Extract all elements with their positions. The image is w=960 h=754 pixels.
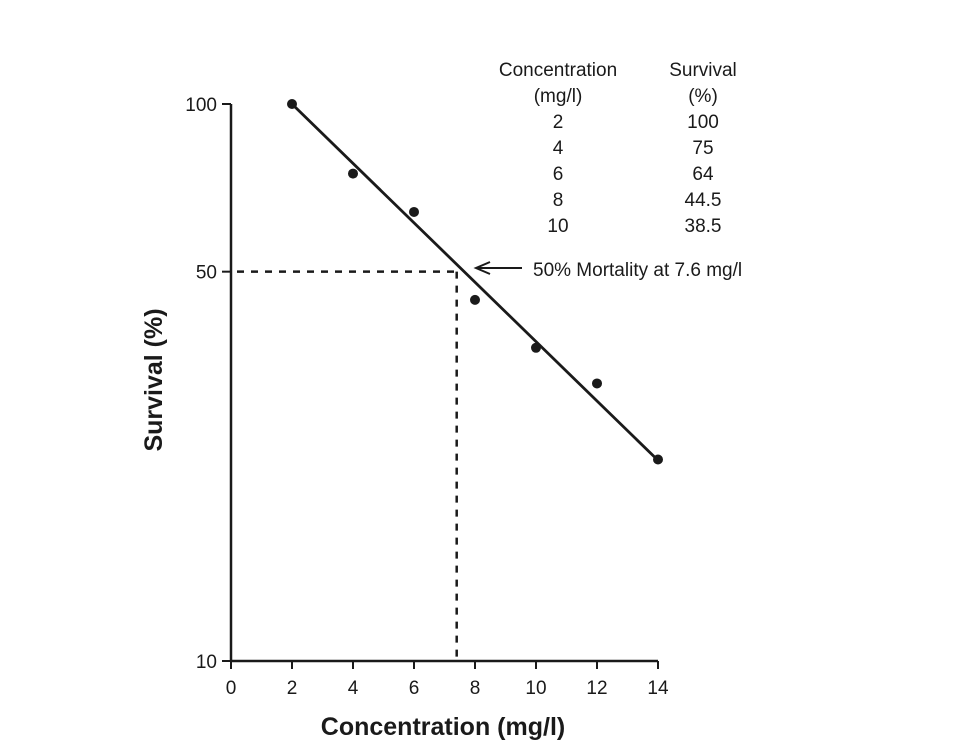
y-tick-label: 10 bbox=[196, 652, 217, 673]
table-header-col1-line2: (mg/l) bbox=[534, 86, 583, 107]
x-tick-label: 10 bbox=[525, 678, 546, 699]
axes bbox=[229, 104, 658, 663]
x-tick-label: 0 bbox=[226, 678, 237, 699]
table-cell-survival: 75 bbox=[692, 138, 713, 159]
x-ticks: 0 2 4 6 8 10 12 14 bbox=[226, 661, 669, 699]
reference-lines bbox=[237, 270, 458, 657]
x-tick-label: 8 bbox=[470, 678, 481, 699]
data-table: Concentration (mg/l) Survival (%) 2 100 4 7… bbox=[499, 60, 737, 237]
x-tick-label: 12 bbox=[586, 678, 607, 699]
y-tick-label: 50 bbox=[196, 263, 217, 284]
data-point bbox=[409, 206, 419, 217]
data-points bbox=[287, 99, 663, 465]
x-tick-label: 6 bbox=[409, 678, 420, 699]
table-cell-concentration: 8 bbox=[553, 190, 564, 211]
data-point bbox=[287, 99, 297, 109]
fit-line-group bbox=[291, 102, 656, 459]
table-header-col2-line1: Survival bbox=[669, 60, 737, 81]
data-point bbox=[531, 342, 541, 353]
data-point bbox=[348, 168, 358, 179]
table-cell-concentration: 2 bbox=[553, 112, 564, 133]
data-point bbox=[653, 454, 663, 465]
table-cell-concentration: 6 bbox=[553, 164, 564, 185]
mortality-annotation: 50% Mortality at 7.6 mg/l bbox=[473, 260, 742, 281]
x-axis-title: Concentration (mg/l) bbox=[321, 713, 565, 741]
x-tick-label: 4 bbox=[348, 678, 359, 699]
data-point bbox=[592, 378, 602, 389]
table-cell-survival: 100 bbox=[687, 112, 719, 133]
table-header-col1-line1: Concentration bbox=[499, 60, 617, 81]
table-rows: 2 100 4 75 6 64 8 44.5 10 38.5 bbox=[547, 112, 721, 237]
data-point bbox=[470, 294, 480, 305]
x-tick-label: 2 bbox=[287, 678, 298, 699]
table-cell-survival: 38.5 bbox=[685, 216, 722, 237]
table-cell-survival: 44.5 bbox=[685, 190, 722, 211]
table-cell-concentration: 4 bbox=[553, 138, 564, 159]
table-cell-concentration: 10 bbox=[547, 216, 568, 237]
table-cell-survival: 64 bbox=[692, 164, 714, 185]
annotation-arrow-head bbox=[473, 261, 491, 275]
y-ticks: 10 50 100 bbox=[185, 95, 231, 673]
y-axis-title: Survival (%) bbox=[140, 308, 168, 451]
fit-line bbox=[291, 102, 656, 459]
y-tick-label: 100 bbox=[185, 95, 217, 116]
annotation-text: 50% Mortality at 7.6 mg/l bbox=[533, 260, 742, 281]
table-header-col2-line2: (%) bbox=[688, 86, 718, 107]
x-tick-label: 14 bbox=[647, 678, 669, 699]
